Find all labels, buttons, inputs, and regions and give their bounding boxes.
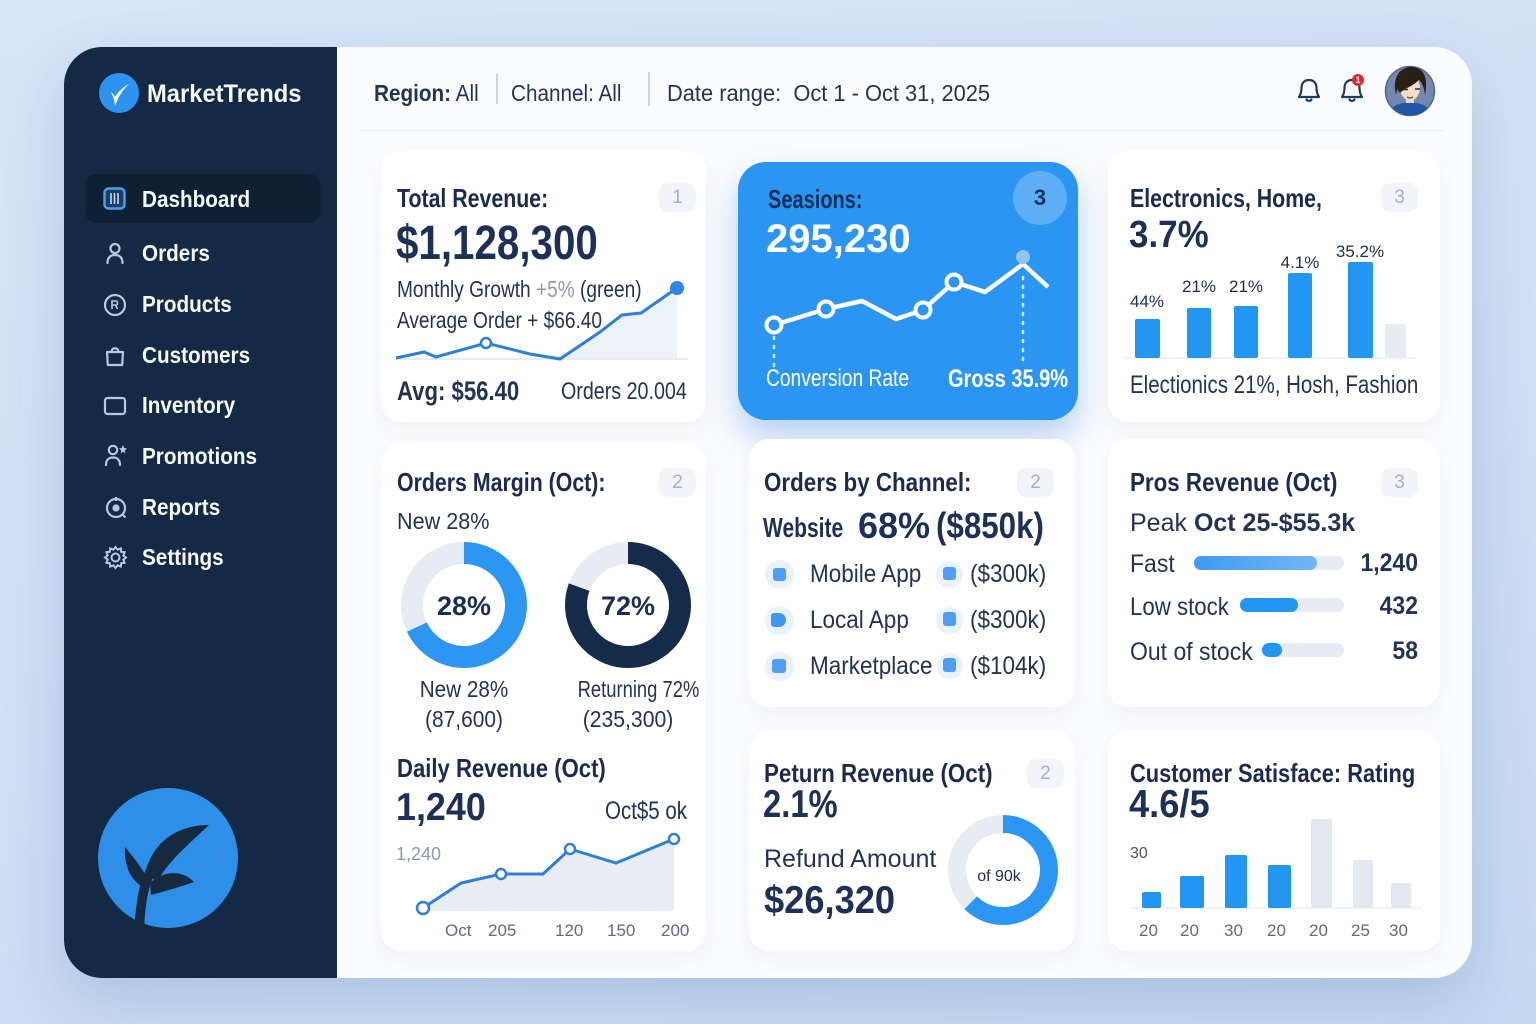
svg-text:35.2%: 35.2% <box>1336 242 1384 261</box>
svg-text:28%: 28% <box>437 591 491 621</box>
svg-text:4.1%: 4.1% <box>1281 253 1320 272</box>
svg-text:44%: 44% <box>1130 292 1164 311</box>
svg-text:72%: 72% <box>601 591 655 621</box>
svg-text:21%: 21% <box>1229 277 1263 296</box>
svg-text:of 90k: of 90k <box>977 868 1022 885</box>
svg-text:21%: 21% <box>1182 277 1216 296</box>
